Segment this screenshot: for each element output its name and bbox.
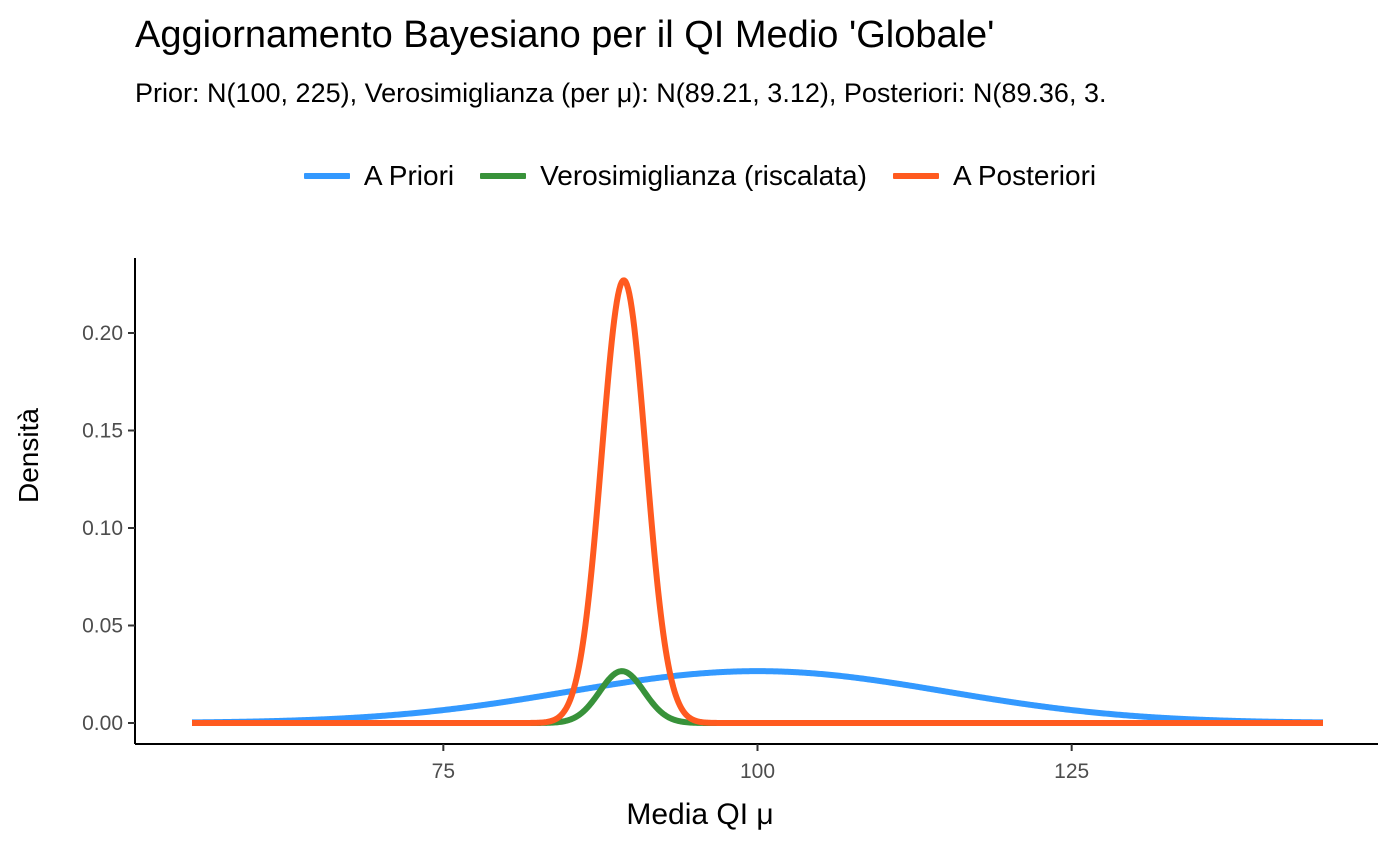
x-axis-title: Media QI μ (626, 798, 774, 831)
x-tick-label: 100 (740, 760, 775, 783)
chart-subtitle: Prior: N(100, 225), Verosimiglianza (per… (135, 78, 1107, 108)
y-tick-label: 0.20 (82, 322, 123, 345)
legend: A Priori Verosimiglianza (riscalata) A P… (0, 160, 1400, 192)
legend-label-prior: A Priori (363, 160, 455, 191)
legend-key-likelihood (480, 173, 527, 179)
x-tick-label: 125 (1054, 760, 1089, 783)
posterior-curve (190, 277, 1325, 726)
y-tick-label: 0.15 (82, 420, 123, 443)
chart-title: Aggiornamento Bayesiano per il QI Medio … (135, 14, 995, 56)
legend-item-posterior: A Posteriori (892, 160, 1097, 192)
legend-item-likelihood: Verosimiglianza (riscalata) (480, 160, 867, 192)
y-axis-title: Densità (13, 408, 44, 503)
legend-label-likelihood: Verosimiglianza (riscalata) (540, 160, 867, 191)
x-tick-label: 75 (432, 760, 455, 783)
axis-ticks: 0.00 0.05 0.10 0.15 0.20 75 100 125 (82, 322, 1089, 783)
legend-key-prior (303, 173, 350, 179)
prior-curve (190, 668, 1325, 726)
curves (190, 277, 1325, 726)
legend-key-posterior (892, 173, 939, 179)
legend-item-prior: A Priori (303, 160, 455, 192)
y-tick-label: 0.00 (82, 712, 123, 735)
y-tick-label: 0.10 (82, 517, 123, 540)
legend-label-posterior: A Posteriori (952, 160, 1097, 191)
y-tick-label: 0.05 (82, 615, 123, 638)
